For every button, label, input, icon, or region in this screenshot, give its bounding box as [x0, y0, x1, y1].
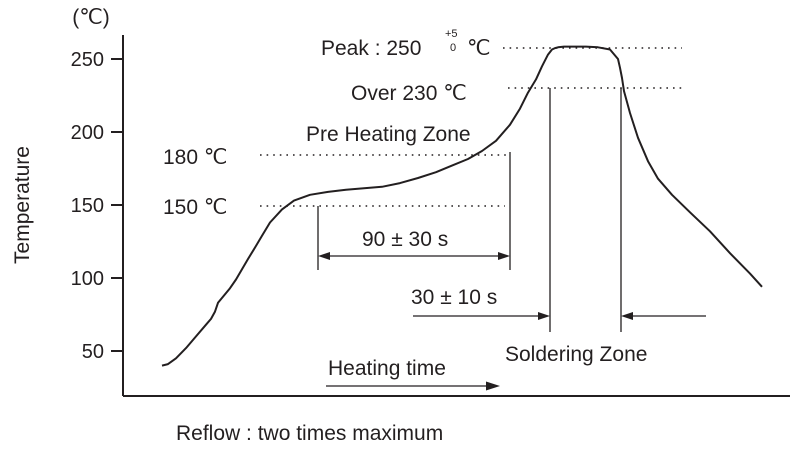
t150-label: 150 ℃	[163, 196, 227, 219]
y-tick-label: 250	[71, 49, 104, 71]
peak-sup-zero: 0	[450, 42, 456, 54]
y-ticks: 250 200 150 100 50	[71, 49, 123, 363]
solder-time-label: 30 ± 10 s	[411, 286, 497, 309]
peak-unit: ℃	[467, 37, 491, 60]
pre-heating-zone-label: Pre Heating Zone	[306, 123, 471, 146]
heating-time-label: Heating time	[328, 357, 446, 380]
heating-time-arrowhead	[486, 381, 500, 391]
y-tick-label: 150	[71, 195, 104, 217]
solder-arrowhead-right	[621, 312, 633, 320]
soldering-zone-label: Soldering Zone	[505, 343, 647, 366]
preheat-arrowhead-right	[498, 252, 510, 260]
temperature-profile-line	[161, 45, 763, 367]
preheat-time-label: 90 ± 30 s	[362, 228, 448, 251]
y-axis-unit: (℃)	[72, 6, 110, 29]
y-axis-title: Temperature	[11, 146, 34, 264]
solder-arrowhead-left	[538, 312, 550, 320]
peak-label-prefix: Peak : 250	[321, 37, 421, 60]
peak-sup-plus: +5	[445, 28, 458, 40]
reflow-footnote: Reflow : two times maximum	[176, 422, 443, 445]
peak-label: Peak : 250	[321, 37, 421, 60]
y-tick-label: 200	[71, 122, 104, 144]
t180-label: 180 ℃	[163, 146, 227, 169]
y-tick-label: 100	[71, 268, 104, 290]
over230-label: Over 230 ℃	[351, 82, 467, 105]
preheat-arrowhead-left	[318, 252, 330, 260]
y-tick-label: 50	[82, 341, 104, 363]
